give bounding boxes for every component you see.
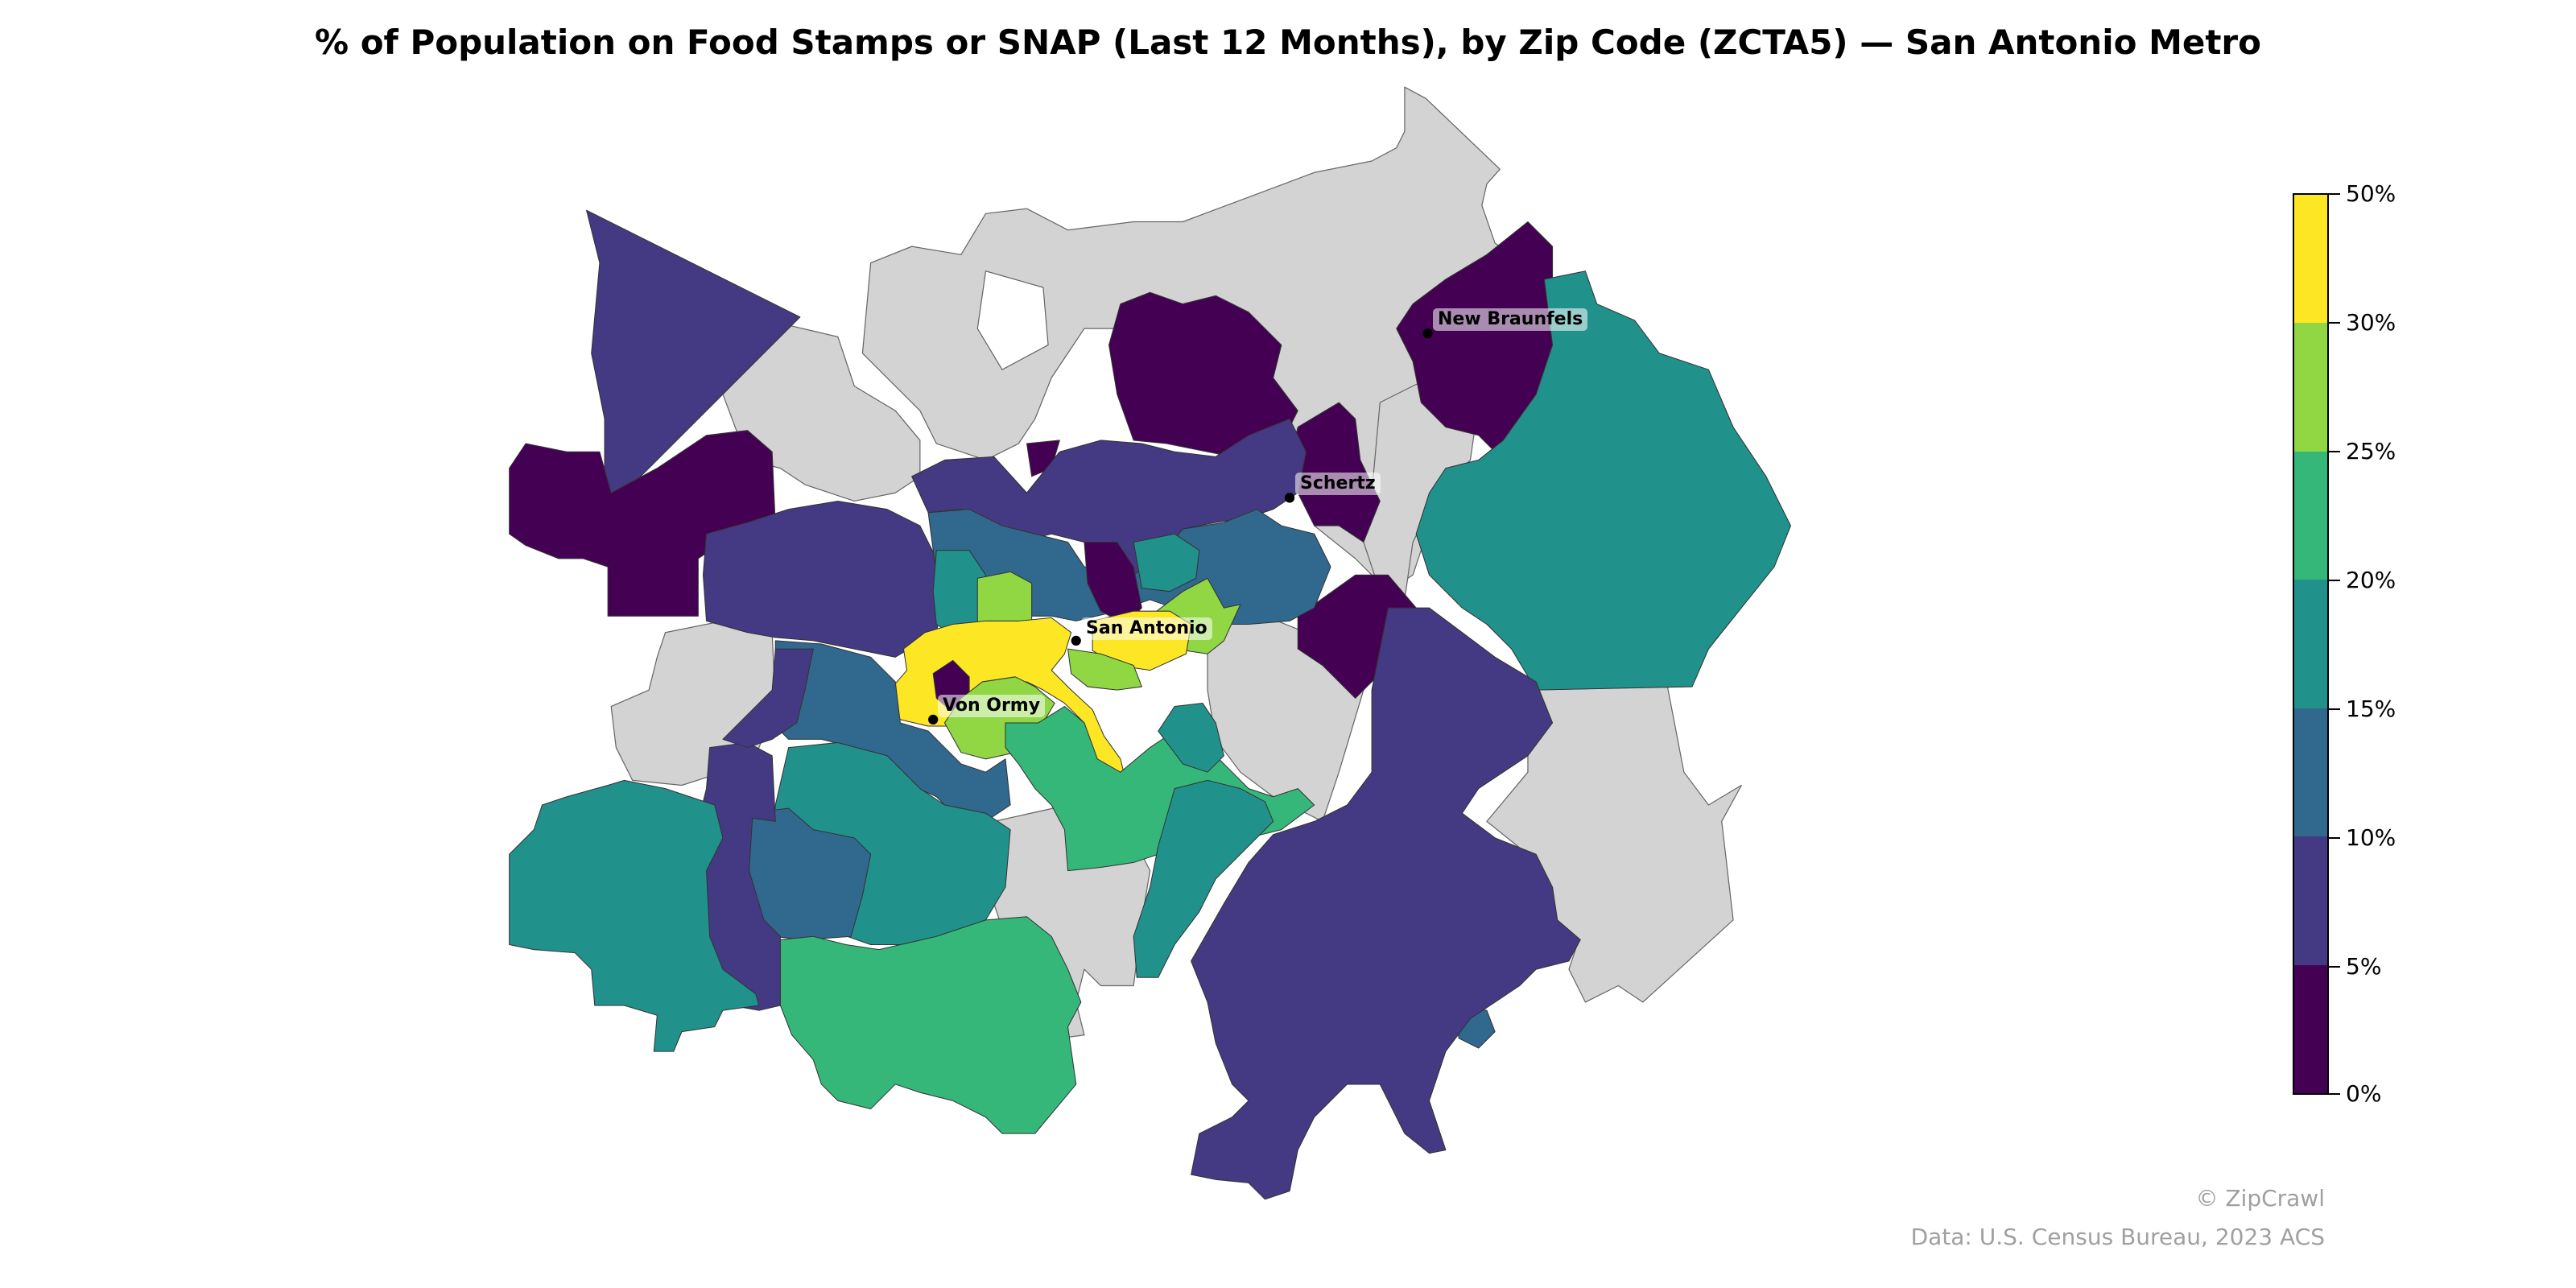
colorbar-tick — [2329, 837, 2340, 839]
zcta-regions — [509, 209, 1791, 1200]
colorbar-bin-0-5 — [2294, 964, 2327, 1093]
colorbar-bin-5-10 — [2294, 836, 2327, 965]
colorbar-tick-label: 20% — [2346, 567, 2396, 593]
colorbar-tick — [2329, 451, 2340, 452]
marker-schertz — [1284, 493, 1295, 503]
colorbar-tick-label: 0% — [2346, 1080, 2382, 1107]
colorbar-bin-30-50 — [2294, 195, 2327, 324]
colorbar-tick-label: 50% — [2346, 180, 2396, 207]
colorbar — [2293, 193, 2329, 1095]
colorbar-tick — [2329, 966, 2340, 968]
city-label-schertz: Schertz — [1295, 473, 1381, 495]
colorbar-tick — [2329, 322, 2340, 324]
colorbar-tick-label: 15% — [2346, 696, 2396, 722]
colorbar-tick-label: 10% — [2346, 824, 2396, 851]
source-text: Data: U.S. Census Bureau, 2023 ACS — [1910, 1224, 2325, 1250]
colorbar-bin-25-30 — [2294, 323, 2327, 452]
marker-new-braunfels — [1422, 328, 1433, 339]
colorbar-tick-label: 25% — [2346, 438, 2396, 464]
colorbar-tick — [2329, 708, 2340, 710]
credit-text: © ZipCrawl — [2195, 1185, 2325, 1212]
colorbar-tick-label: 5% — [2346, 953, 2382, 980]
city-label-san-antonio: San Antonio — [1081, 617, 1212, 640]
colorbar-tick — [2329, 193, 2340, 195]
colorbar-tick — [2329, 580, 2340, 581]
chart-title: % of Population on Food Stamps or SNAP (… — [314, 23, 2261, 62]
city-label-von-ormy: Von Ormy — [938, 695, 1046, 717]
colorbar-bin-20-25 — [2294, 451, 2327, 580]
city-label-new-braunfels: New Braunfels — [1433, 308, 1588, 331]
colorbar-tick-label: 30% — [2346, 309, 2396, 336]
colorbar-bin-15-20 — [2294, 580, 2327, 708]
marker-von-ormy — [928, 714, 939, 724]
colorbar-tick — [2329, 1093, 2340, 1095]
marker-san-antonio — [1071, 635, 1081, 646]
city-markers — [928, 328, 1433, 724]
colorbar-bin-10-15 — [2294, 708, 2327, 837]
